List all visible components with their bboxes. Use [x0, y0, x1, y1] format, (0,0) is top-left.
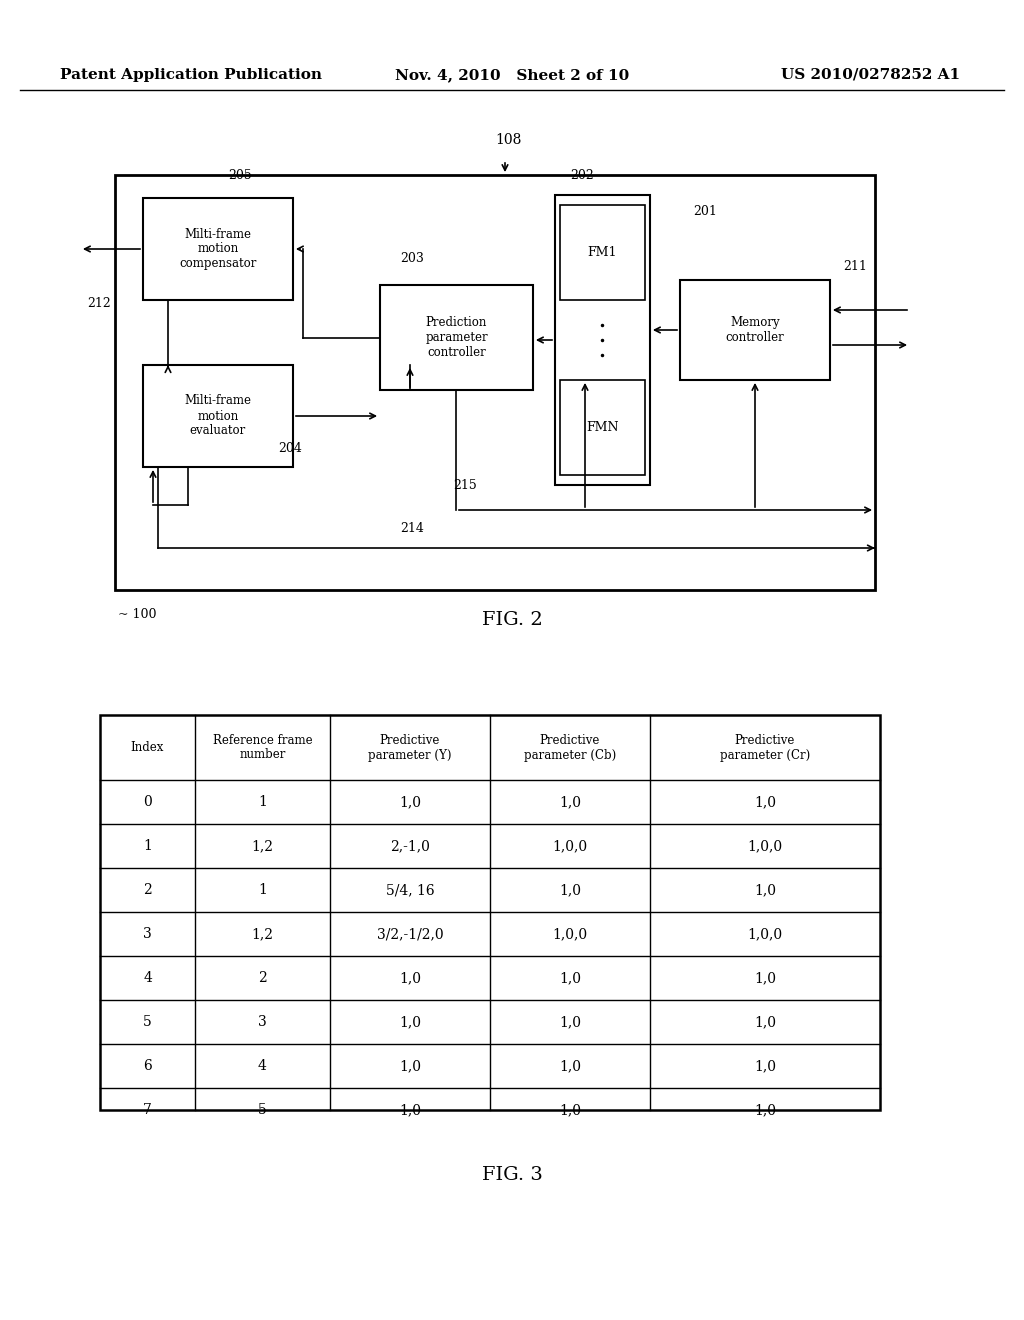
- Text: 212: 212: [87, 297, 111, 310]
- Text: 1,0: 1,0: [754, 972, 776, 985]
- Bar: [380, 285, 534, 389]
- Text: 4: 4: [143, 972, 152, 985]
- Text: 2,-1,0: 2,-1,0: [390, 840, 430, 853]
- Text: FIG. 2: FIG. 2: [481, 611, 543, 630]
- Text: 1,0: 1,0: [754, 1104, 776, 1117]
- Text: 6: 6: [143, 1059, 152, 1073]
- Text: 1,0: 1,0: [399, 1104, 421, 1117]
- Text: 1,0: 1,0: [754, 1059, 776, 1073]
- Text: 204: 204: [278, 442, 302, 455]
- Text: 0: 0: [143, 795, 152, 809]
- Text: 2: 2: [258, 972, 267, 985]
- Text: 5: 5: [258, 1104, 267, 1117]
- Text: 1,0: 1,0: [399, 1015, 421, 1030]
- Text: 3/2,-1/2,0: 3/2,-1/2,0: [377, 927, 443, 941]
- Text: 1,0,0: 1,0,0: [552, 927, 588, 941]
- Text: Milti-frame
motion
compensator: Milti-frame motion compensator: [179, 227, 257, 271]
- Bar: [680, 280, 830, 380]
- Text: Predictive
parameter (Y): Predictive parameter (Y): [369, 734, 452, 762]
- Text: 1: 1: [258, 795, 267, 809]
- Text: 1,0: 1,0: [559, 1015, 581, 1030]
- Text: 203: 203: [400, 252, 424, 265]
- Text: Prediction
parameter
controller: Prediction parameter controller: [425, 315, 487, 359]
- Bar: [143, 198, 293, 300]
- Text: 1,2: 1,2: [252, 840, 273, 853]
- Text: 2: 2: [143, 883, 152, 898]
- Text: 1,0: 1,0: [399, 795, 421, 809]
- Bar: [115, 176, 874, 590]
- Text: Predictive
parameter (Cb): Predictive parameter (Cb): [524, 734, 616, 762]
- Text: 1,0: 1,0: [559, 1104, 581, 1117]
- Text: 1,0,0: 1,0,0: [552, 840, 588, 853]
- Text: 1,0,0: 1,0,0: [748, 927, 782, 941]
- Bar: [143, 366, 293, 467]
- Text: 202: 202: [570, 169, 594, 182]
- Text: 214: 214: [400, 521, 424, 535]
- Text: 1,0: 1,0: [754, 1015, 776, 1030]
- Text: 1,0: 1,0: [754, 883, 776, 898]
- Bar: [560, 205, 645, 300]
- Text: 211: 211: [843, 260, 867, 273]
- Bar: [555, 195, 650, 484]
- Text: Memory
controller: Memory controller: [726, 315, 784, 345]
- Text: FM1: FM1: [588, 246, 617, 259]
- Text: 4: 4: [258, 1059, 267, 1073]
- Text: Milti-frame
motion
evaluator: Milti-frame motion evaluator: [184, 395, 252, 437]
- Text: 215: 215: [453, 479, 477, 492]
- Text: 3: 3: [258, 1015, 267, 1030]
- Text: 7: 7: [143, 1104, 152, 1117]
- Text: 1,0: 1,0: [399, 972, 421, 985]
- Text: ~ 100: ~ 100: [118, 609, 157, 620]
- Text: 1,0: 1,0: [559, 883, 581, 898]
- Bar: [560, 380, 645, 475]
- Text: Predictive
parameter (Cr): Predictive parameter (Cr): [720, 734, 810, 762]
- Text: 3: 3: [143, 927, 152, 941]
- Text: 1: 1: [143, 840, 152, 853]
- Bar: [100, 715, 880, 1110]
- Text: 201: 201: [693, 205, 717, 218]
- Text: FMN: FMN: [587, 421, 618, 434]
- Text: 1: 1: [258, 883, 267, 898]
- Text: 1,0,0: 1,0,0: [748, 840, 782, 853]
- Text: 205: 205: [228, 169, 252, 182]
- Text: 5: 5: [143, 1015, 152, 1030]
- Text: 1,0: 1,0: [559, 795, 581, 809]
- Text: 1,0: 1,0: [754, 795, 776, 809]
- Text: Nov. 4, 2010   Sheet 2 of 10: Nov. 4, 2010 Sheet 2 of 10: [395, 69, 629, 82]
- Text: 108: 108: [495, 133, 521, 147]
- Text: 1,0: 1,0: [399, 1059, 421, 1073]
- Text: US 2010/0278252 A1: US 2010/0278252 A1: [781, 69, 961, 82]
- Text: 1,0: 1,0: [559, 1059, 581, 1073]
- Text: 1,0: 1,0: [559, 972, 581, 985]
- Text: 5/4, 16: 5/4, 16: [386, 883, 434, 898]
- Text: Patent Application Publication: Patent Application Publication: [60, 69, 322, 82]
- Text: Reference frame
number: Reference frame number: [213, 734, 312, 762]
- Text: FIG. 3: FIG. 3: [481, 1166, 543, 1184]
- Text: 1,2: 1,2: [252, 927, 273, 941]
- Text: Index: Index: [131, 741, 164, 754]
